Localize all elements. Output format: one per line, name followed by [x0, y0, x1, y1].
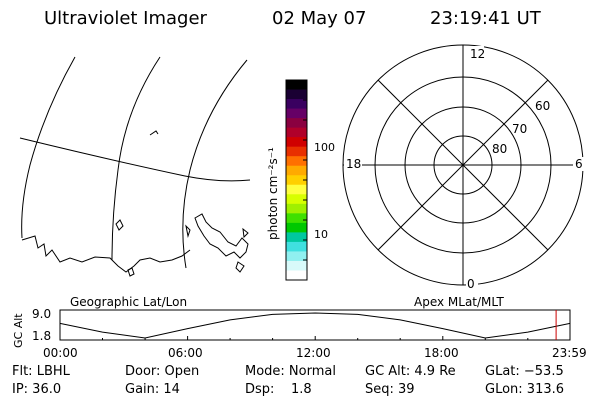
- colorbar-segment: [286, 165, 307, 176]
- ip-status: IP: 36.0: [12, 382, 62, 397]
- timeline-x-tick-label: 23:59: [552, 346, 587, 360]
- colorbar-tick-label: 10: [314, 228, 328, 241]
- island-outline: [242, 227, 249, 239]
- coastline: [21, 235, 191, 273]
- colorbar-segment: [286, 108, 307, 119]
- colorbar-segment: [286, 222, 307, 233]
- colorbar-segment: [286, 137, 307, 148]
- colorbar-segment: [286, 213, 307, 224]
- colorbar-tick-label: 100: [314, 141, 335, 154]
- time-label: 23:19:41 UT: [430, 8, 541, 29]
- polar-time-label-top: 12: [470, 47, 485, 61]
- island-outline: [149, 130, 159, 136]
- colorbar-segment: [286, 251, 307, 262]
- instrument-title: Ultraviolet Imager: [44, 8, 207, 29]
- apex-panel-label: Apex MLat/MLT: [414, 295, 504, 309]
- island-outline: [185, 224, 191, 238]
- island-outline: [127, 267, 135, 277]
- island-outline: [194, 213, 249, 259]
- timeline-y-tick-label: 9.0: [32, 307, 51, 321]
- polar-time-label-left: 18: [346, 157, 361, 171]
- polar-axis: [377, 79, 549, 251]
- geographic-map: [19, 56, 251, 277]
- colorbar-segment: [286, 156, 307, 167]
- date-label: 02 May 07: [272, 8, 367, 29]
- seq-status: Seq: 39: [365, 382, 415, 397]
- dsp-status: Dsp: 1.8: [245, 382, 312, 397]
- island-outline: [235, 261, 245, 273]
- altitude-curve: [59, 312, 571, 339]
- colorbar-segment: [286, 184, 307, 195]
- gc-alt-status: GC Alt: 4.9 Re: [365, 364, 456, 379]
- polar-lat-label: 70: [512, 122, 527, 136]
- colorbar-segment: [286, 89, 307, 100]
- colorbar-segment: [286, 241, 307, 252]
- status-row-1: Flt: LBHL Door: Open Mode: Normal GC Alt…: [12, 364, 592, 382]
- latitude-line: [19, 137, 251, 182]
- colorbar-segment: [286, 194, 307, 205]
- colorbar-segment: [286, 146, 307, 157]
- timeline-x-tick-label: 18:00: [424, 346, 459, 360]
- meridian-line: [111, 56, 161, 261]
- timeline-y-tick-label: 1.8: [32, 329, 51, 343]
- status-row-2: IP: 36.0 Gain: 14 Dsp: 1.8 Seq: 39 GLon:…: [12, 382, 592, 400]
- timeline-x-tick-label: 00:00: [43, 346, 78, 360]
- timeline-plot: [59, 310, 571, 340]
- colorbar-segment: [286, 260, 307, 271]
- timeline-frame: [59, 309, 571, 341]
- colorbar-segment: [286, 270, 307, 281]
- colorbar-segment: [286, 127, 307, 138]
- filter-status: Flt: LBHL: [12, 364, 70, 379]
- colorbar-segment: [286, 99, 307, 110]
- glon-status: GLon: 313.6: [485, 382, 565, 397]
- meridian-line: [182, 59, 248, 269]
- timeline-y-axis-label: GC Alt: [12, 313, 25, 348]
- colorbar-segment: [286, 175, 307, 186]
- colorbar-segment: [286, 232, 307, 243]
- meridian-line: [21, 56, 76, 239]
- gain-status: Gain: 14: [125, 382, 180, 397]
- island-outline: [115, 219, 124, 231]
- polar-time-label-right: 6: [575, 157, 583, 171]
- glat-status: GLat: −53.5: [485, 364, 564, 379]
- colorbar-unit-label: photon cm⁻²s⁻¹: [266, 147, 280, 240]
- colorbar: [285, 79, 308, 281]
- geographic-panel-label: Geographic Lat/Lon: [70, 295, 187, 309]
- timeline-x-tick-label: 12:00: [296, 346, 331, 360]
- timeline-x-tick-label: 06:00: [168, 346, 203, 360]
- polar-time-label-bottom: 0: [467, 277, 475, 291]
- colorbar-segment: [286, 203, 307, 214]
- mode-status: Mode: Normal: [245, 364, 336, 379]
- colorbar-segment: [286, 80, 307, 91]
- polar-lat-label: 80: [492, 142, 507, 156]
- colorbar-segment: [286, 118, 307, 129]
- polar-lat-label: 60: [535, 99, 550, 113]
- door-status: Door: Open: [125, 364, 200, 379]
- polar-plot: [342, 44, 584, 286]
